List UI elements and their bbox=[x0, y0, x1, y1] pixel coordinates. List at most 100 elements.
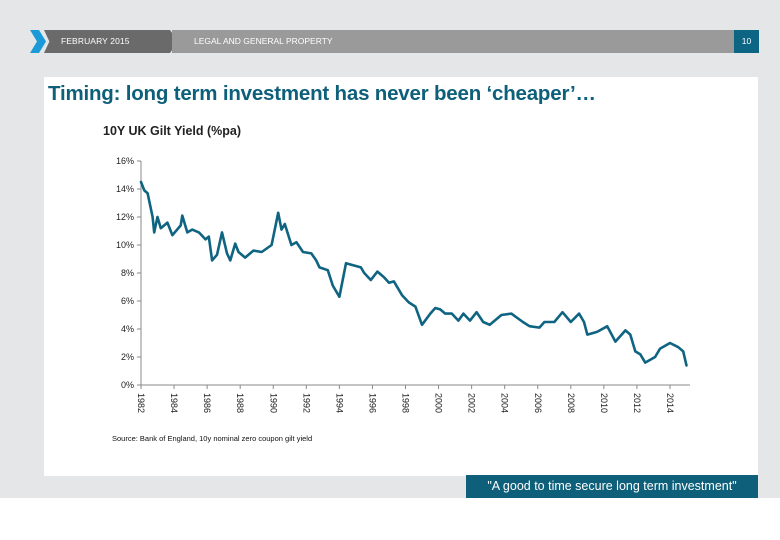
data-point bbox=[270, 244, 273, 246]
header-date: FEBRUARY 2015 bbox=[61, 36, 130, 46]
data-point bbox=[439, 308, 442, 311]
data-point bbox=[522, 321, 524, 323]
data-point bbox=[462, 312, 465, 315]
data-point bbox=[629, 333, 632, 336]
y-tick-label: 4% bbox=[121, 324, 134, 334]
x-tick-label: 1992 bbox=[301, 393, 311, 413]
data-point bbox=[204, 238, 207, 241]
data-point bbox=[181, 214, 184, 217]
data-point bbox=[143, 189, 146, 192]
quote-banner: "A good to time secure long term investm… bbox=[466, 475, 758, 498]
data-point bbox=[586, 333, 589, 336]
data-point bbox=[475, 311, 478, 314]
header-section: LEGAL AND GENERAL PROPERTY bbox=[194, 36, 333, 46]
x-tick-label: 1998 bbox=[401, 393, 411, 413]
data-point bbox=[207, 235, 210, 238]
data-point bbox=[331, 284, 334, 287]
y-tick-label: 2% bbox=[121, 352, 134, 362]
data-point bbox=[669, 342, 671, 344]
data-point bbox=[345, 262, 347, 265]
header-date-segment: FEBRUARY 2015 bbox=[44, 30, 178, 53]
data-point bbox=[369, 279, 372, 281]
x-tick-label: 1994 bbox=[334, 393, 344, 413]
data-point bbox=[634, 350, 637, 353]
data-point bbox=[237, 251, 240, 253]
data-point bbox=[191, 228, 194, 231]
data-point bbox=[234, 242, 237, 245]
data-point bbox=[338, 295, 341, 298]
data-point bbox=[260, 251, 263, 253]
data-point bbox=[654, 356, 656, 358]
data-point bbox=[591, 332, 594, 335]
y-tick-label: 6% bbox=[121, 296, 134, 306]
data-point bbox=[469, 319, 471, 322]
data-point bbox=[682, 350, 685, 353]
data-point bbox=[614, 340, 617, 343]
x-tick-label: 1988 bbox=[235, 393, 245, 413]
data-point bbox=[606, 325, 609, 328]
data-point bbox=[244, 256, 247, 259]
data-point bbox=[383, 276, 385, 279]
x-tick-label: 2008 bbox=[566, 393, 576, 413]
data-point bbox=[677, 346, 680, 349]
data-point bbox=[624, 329, 627, 332]
data-point bbox=[302, 251, 304, 253]
data-point bbox=[450, 312, 453, 315]
data-point bbox=[171, 234, 174, 237]
data-point bbox=[583, 321, 585, 323]
data-point bbox=[434, 307, 437, 309]
slide-title: Timing: long term investment has never b… bbox=[48, 82, 596, 105]
data-point bbox=[528, 325, 531, 328]
data-point bbox=[561, 311, 564, 314]
chart-title: 10Y UK Gilt Yield (%pa) bbox=[103, 124, 242, 138]
plot-area bbox=[139, 180, 688, 367]
data-point bbox=[290, 244, 293, 246]
data-point bbox=[376, 270, 379, 273]
data-point bbox=[569, 321, 572, 323]
data-point bbox=[310, 252, 313, 255]
data-point bbox=[326, 269, 329, 272]
data-point bbox=[639, 353, 642, 356]
y-axis: 0% 2% 4% 6% 8% 10% 12% 14% 16% bbox=[116, 156, 142, 390]
data-point bbox=[216, 253, 218, 256]
x-axis: 1982 1984 1986 1988 1990 1992 1994 1996 1998 2000… bbox=[136, 384, 690, 413]
data-point bbox=[280, 228, 283, 231]
data-point bbox=[283, 223, 286, 225]
x-tick-label: 2006 bbox=[533, 393, 543, 413]
data-point bbox=[211, 259, 214, 262]
data-point bbox=[360, 266, 362, 269]
y-tick-label: 12% bbox=[116, 212, 134, 222]
data-point bbox=[407, 301, 410, 304]
data-point bbox=[482, 321, 485, 323]
header-section-segment: LEGAL AND GENERAL PROPERTY bbox=[172, 30, 736, 53]
x-tick-label: 2014 bbox=[665, 393, 675, 413]
x-tick-label: 1990 bbox=[268, 393, 278, 413]
data-point bbox=[596, 330, 599, 333]
data-point bbox=[578, 312, 580, 315]
data-point bbox=[315, 259, 318, 262]
data-point bbox=[510, 312, 513, 315]
data-point bbox=[153, 231, 156, 234]
data-point bbox=[553, 321, 556, 323]
data-point bbox=[500, 314, 503, 316]
data-point bbox=[401, 294, 404, 297]
x-tick-label: 2000 bbox=[434, 393, 444, 413]
slide-header: FEBRUARY 2015 LEGAL AND GENERAL PROPERTY… bbox=[30, 30, 759, 53]
data-point bbox=[414, 305, 417, 308]
data-point bbox=[221, 231, 223, 234]
x-tick-label: 2002 bbox=[467, 393, 477, 413]
data-point bbox=[229, 259, 232, 262]
y-tick-label: 16% bbox=[116, 156, 134, 166]
data-point bbox=[146, 192, 149, 195]
data-point bbox=[140, 181, 142, 183]
data-point bbox=[444, 312, 447, 315]
data-point bbox=[295, 241, 298, 244]
data-point bbox=[156, 216, 159, 218]
content-panel bbox=[44, 77, 758, 476]
data-point bbox=[159, 227, 162, 230]
data-point bbox=[421, 323, 423, 326]
data-point bbox=[277, 211, 280, 214]
data-point bbox=[166, 221, 169, 224]
y-tick-label: 0% bbox=[121, 380, 134, 390]
x-tick-label: 1986 bbox=[202, 393, 212, 413]
